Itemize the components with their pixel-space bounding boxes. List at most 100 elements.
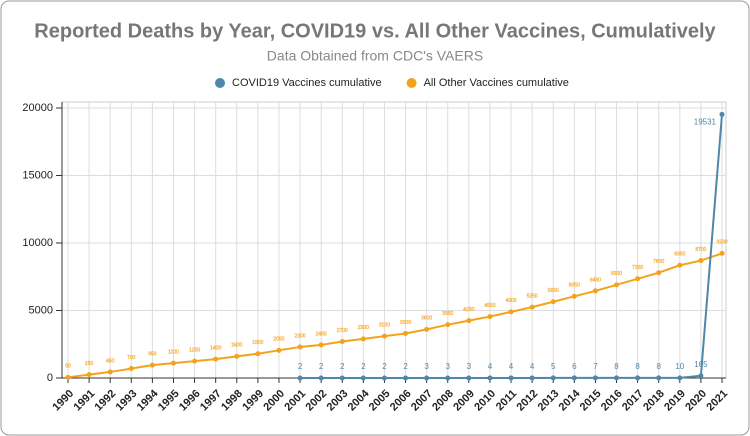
data-point [592, 288, 598, 294]
data-point [86, 372, 92, 378]
data-point [170, 360, 176, 366]
data-label: 3300 [400, 320, 411, 326]
data-point [719, 111, 725, 117]
data-point [508, 309, 514, 315]
data-label: 2 [382, 362, 387, 371]
data-label: 4 [509, 362, 514, 371]
data-point [466, 318, 472, 324]
data-label: 8 [635, 362, 640, 371]
data-point [656, 375, 662, 381]
y-tick-label: 10000 [22, 237, 53, 249]
data-point [635, 375, 641, 381]
data-label: 2 [340, 362, 345, 371]
data-point [466, 375, 472, 381]
data-point [339, 375, 345, 381]
data-point [276, 347, 282, 353]
data-point [592, 375, 598, 381]
data-label: 3 [446, 362, 451, 371]
data-point [403, 375, 409, 381]
data-label: 3100 [379, 322, 390, 328]
data-label: 700 [127, 355, 136, 361]
data-label: 2450 [316, 331, 327, 337]
y-tick-label: 5000 [29, 304, 53, 316]
data-point [656, 270, 662, 276]
data-point [360, 336, 366, 342]
series-line [67, 252, 723, 379]
legend-label: All Other Vaccines cumulative [424, 77, 569, 89]
data-label: 2700 [337, 328, 348, 334]
data-point [445, 375, 451, 381]
data-point [487, 375, 493, 381]
data-point [381, 375, 387, 381]
data-label: 6050 [569, 283, 580, 289]
data-point [571, 293, 577, 299]
data-label: 950 [148, 352, 157, 358]
data-label: 3600 [421, 316, 432, 322]
data-label: 4250 [463, 307, 474, 313]
data-label: 7800 [653, 259, 664, 265]
data-point [614, 282, 620, 288]
data-point [677, 262, 683, 268]
legend-marker [406, 78, 417, 88]
data-label: 8 [656, 362, 661, 371]
data-point [614, 375, 620, 381]
data-label: 4550 [484, 303, 495, 309]
data-point [234, 353, 240, 359]
data-point [128, 366, 134, 372]
data-point [360, 375, 366, 381]
data-point [698, 373, 704, 379]
data-label: 1800 [252, 340, 263, 346]
data-point [529, 375, 535, 381]
legend-label: COVID19 Vaccines cumulative [232, 77, 382, 89]
data-label: 4 [530, 362, 535, 371]
data-point [381, 333, 387, 339]
data-point [424, 326, 430, 332]
data-point [65, 374, 71, 380]
data-label: 5650 [548, 288, 559, 294]
data-point [529, 304, 535, 310]
data-point [550, 299, 556, 305]
data-label: 2 [298, 362, 303, 371]
data-point [487, 314, 493, 320]
data-label: 6 [572, 362, 577, 371]
data-label: 2 [319, 362, 324, 371]
data-point [297, 375, 303, 381]
data-label: 3 [424, 362, 429, 371]
data-label: 8700 [695, 247, 706, 253]
data-label: 10 [675, 362, 684, 371]
data-point [339, 339, 345, 345]
data-label: 9230 [716, 240, 727, 246]
data-label: 50 [65, 364, 71, 370]
data-label: 7 [593, 362, 598, 371]
data-label: 5250 [527, 293, 538, 299]
data-label: 2300 [295, 333, 306, 339]
chart-subtitle: Data Obtained from CDC's VAERS [267, 48, 483, 64]
data-point [192, 358, 198, 364]
data-point [297, 344, 303, 350]
data-point [318, 342, 324, 348]
data-point [149, 362, 155, 368]
data-point [635, 276, 641, 282]
data-label: 250 [85, 361, 94, 367]
data-label: 165 [694, 360, 708, 369]
data-label: 5 [551, 362, 556, 371]
data-point [255, 351, 261, 357]
data-label: 3950 [442, 311, 453, 317]
data-label: 2050 [273, 337, 284, 343]
data-label: 7350 [632, 265, 643, 271]
data-label: 1250 [189, 347, 200, 353]
data-point [107, 369, 113, 375]
data-label: 2 [403, 362, 408, 371]
data-point [508, 375, 514, 381]
data-label: 6900 [611, 271, 622, 277]
data-point [677, 375, 683, 381]
legend-marker [215, 78, 225, 88]
data-point [318, 375, 324, 381]
data-label: 1600 [231, 343, 242, 349]
y-tick-label: 20000 [22, 102, 53, 114]
data-point [698, 258, 704, 264]
data-point [213, 356, 219, 362]
y-tick-label: 15000 [22, 169, 53, 181]
